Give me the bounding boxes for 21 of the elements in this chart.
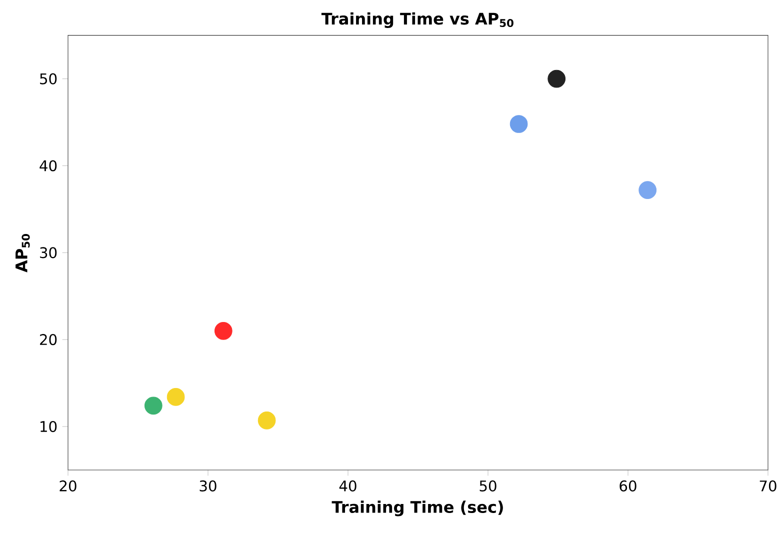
y-tick-label: 50	[40, 73, 57, 84]
x-tick-label: 20	[60, 480, 76, 492]
y-tick-label: 20	[40, 334, 57, 346]
point	[548, 70, 566, 88]
y-tick-label: 30	[40, 247, 57, 258]
y-tick-label: 40	[40, 160, 57, 172]
point	[214, 322, 232, 340]
point	[144, 396, 162, 415]
y-tick-label: 10	[40, 420, 57, 432]
chart-title: Training Time vs AP$_{50}$	[321, 12, 514, 28]
point	[166, 388, 185, 406]
y-axis-title: AP$_{50}$	[16, 234, 30, 272]
x-axis-title: Training Time (sec)	[332, 500, 503, 516]
point	[638, 181, 657, 200]
point	[258, 412, 276, 430]
x-tick-label: 60	[620, 480, 636, 492]
x-tick-label: 30	[200, 480, 216, 492]
point	[510, 115, 528, 133]
x-tick-label: 40	[339, 480, 356, 492]
x-tick-label: 50	[480, 480, 496, 492]
x-tick-label: 70	[760, 480, 776, 492]
